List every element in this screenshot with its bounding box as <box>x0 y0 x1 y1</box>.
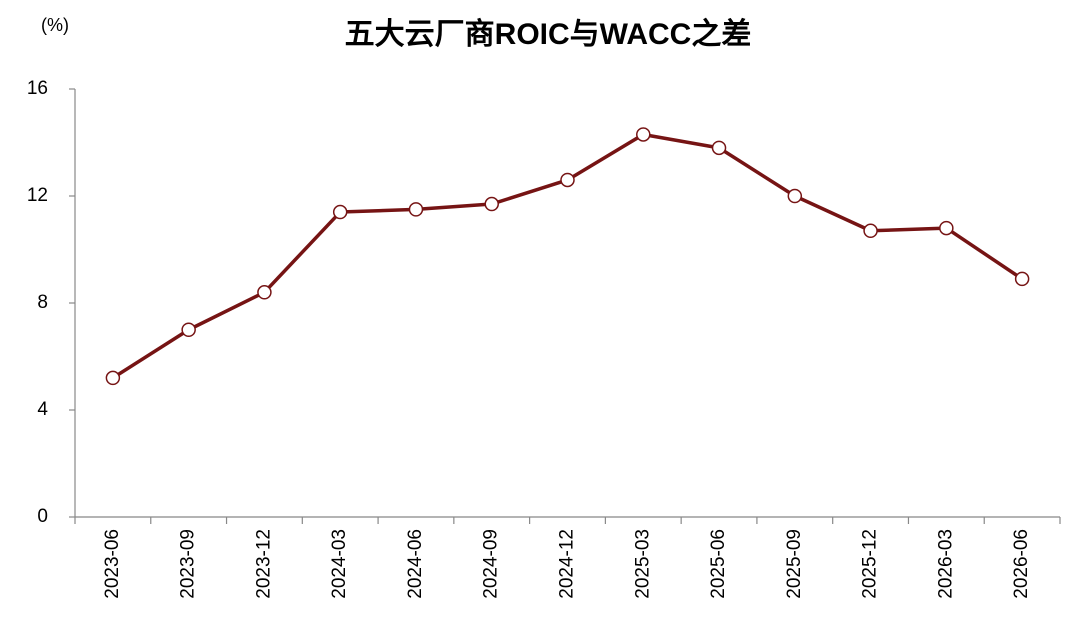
y-tick-label: 8 <box>37 292 48 313</box>
line <box>111 132 1024 380</box>
marker <box>560 172 575 188</box>
x-tick-label: 2023-09 <box>178 529 199 599</box>
x-tick-label: 2023-06 <box>102 529 123 599</box>
y-tick-label: 16 <box>27 78 48 99</box>
x-tick-label: 2025-06 <box>708 529 729 599</box>
marker <box>408 202 424 217</box>
chart-title: 五大云厂商ROIC与WACC之差 <box>345 17 752 51</box>
x-tick-label: 2024-06 <box>405 529 426 599</box>
x-tick-label: 2026-03 <box>935 529 956 599</box>
x-tick-label: 2024-09 <box>481 529 502 599</box>
y-unit: (%) <box>41 15 69 35</box>
marker <box>181 322 196 337</box>
marker <box>636 127 651 142</box>
marker <box>1014 271 1030 287</box>
y-tick-label: 12 <box>27 185 48 206</box>
x-tick-label: 2025-09 <box>784 529 805 599</box>
marker <box>787 188 803 204</box>
marker <box>863 223 878 239</box>
x-tick-label: 2023-12 <box>253 529 274 599</box>
marker <box>711 140 727 156</box>
marker <box>939 220 954 236</box>
x-tick-label: 2024-03 <box>329 529 350 599</box>
marker <box>332 204 348 220</box>
x-tick-label: 2024-12 <box>557 529 578 599</box>
y-tick-label: 0 <box>37 506 48 527</box>
marker <box>257 285 272 300</box>
marker <box>105 370 121 386</box>
x-tick-label: 2025-03 <box>632 529 653 599</box>
y-tick-label: 4 <box>37 399 48 420</box>
x-tick-label: 2026-06 <box>1011 529 1032 599</box>
x-tick-label: 2025-12 <box>860 529 881 599</box>
marker <box>484 196 499 212</box>
